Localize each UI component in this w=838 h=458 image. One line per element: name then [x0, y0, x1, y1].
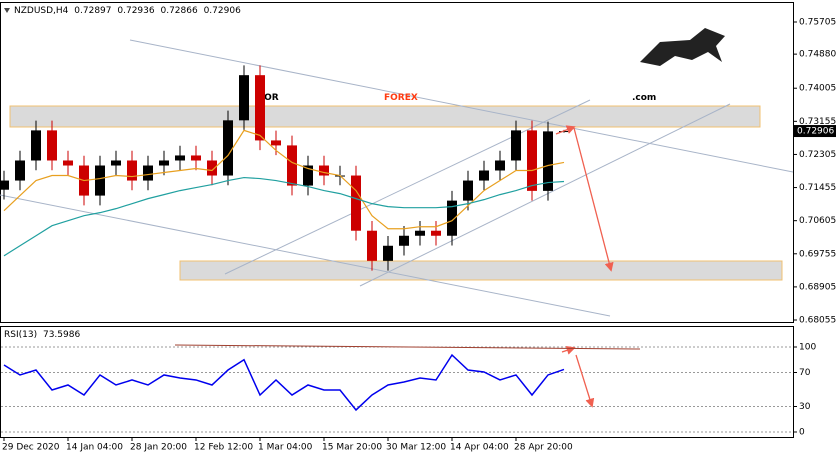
candle-body [63, 160, 73, 166]
y-tick-label: 0 [799, 427, 805, 437]
y-tick-label: 0.69755 [799, 249, 836, 259]
arrow [573, 127, 614, 272]
y-tick-label: 0.68905 [799, 282, 836, 292]
y-tick-label: 0.74880 [799, 50, 836, 60]
x-tick-label: 29 Dec 2020 [2, 443, 60, 453]
x-tick-label: 30 Mar 12:00 [386, 443, 446, 453]
candle-body [367, 230, 377, 261]
header-icon [4, 8, 10, 13]
candle-body [543, 131, 553, 191]
y-tick-label: 0.71455 [799, 183, 836, 193]
x-tick-label: 14 Jan 04:00 [66, 443, 123, 453]
candle-body [399, 235, 409, 246]
logo-com: .com [632, 93, 656, 103]
y-tick-label: 0.72305 [799, 150, 836, 160]
candle-body [415, 230, 425, 236]
support-zone [179, 260, 783, 281]
logo: TOR FOREX .com [258, 28, 725, 103]
x-tick-label: 28 Jan 20:00 [130, 443, 187, 453]
x-tick-label: 15 Mar 20:00 [322, 443, 382, 453]
y-tick-label: 100 [799, 342, 816, 352]
candle-body [447, 200, 457, 236]
candle-body [287, 145, 297, 186]
candle-body [271, 140, 281, 146]
candle-body [479, 170, 489, 181]
y-tick-label: 0.68055 [799, 316, 836, 326]
channel-line [359, 103, 731, 287]
candle-body [143, 165, 153, 181]
candle-body [223, 120, 233, 176]
candle-body [47, 130, 57, 161]
candle-body [527, 130, 537, 191]
current-price-box [794, 125, 836, 138]
moving-average [3, 176, 565, 257]
arrow [555, 125, 576, 135]
header-low: 0.72866 [160, 6, 197, 16]
current-price-label: 0.72906 [797, 127, 834, 137]
y-tick-label: 30 [799, 402, 811, 412]
x-tick-label: 12 Feb 12:00 [194, 443, 253, 453]
header-high: 0.72936 [117, 6, 154, 16]
rsi-line [3, 353, 565, 412]
y-tick-label: 0.73155 [799, 117, 836, 127]
candle-body [31, 130, 41, 161]
rsi-current: 73.5986 [43, 330, 80, 340]
header-close: 0.72906 [204, 6, 241, 16]
price-panel-frame [0, 2, 794, 323]
trend-line [129, 39, 794, 173]
rsi-panel-frame [0, 326, 794, 438]
candle-body [303, 165, 313, 186]
trend-line [0, 194, 611, 317]
logo-tor: TOR [258, 93, 279, 103]
y-tick-label: 0.70605 [799, 216, 836, 226]
candle-body [239, 75, 249, 121]
y-tick-label: 0.75705 [799, 17, 836, 27]
plot: 0.68055 0.68905 0.69755 0.70605 0.71455 0.723… [0, 17, 836, 453]
candle-body [15, 160, 25, 181]
candle-body [511, 130, 521, 161]
candle-body [463, 180, 473, 201]
y-tick-label: 0.74005 [799, 84, 836, 94]
x-tick-label: 14 Apr 04:00 [450, 443, 509, 453]
candle-body [207, 160, 217, 176]
logo-bull [640, 28, 725, 66]
price-header: NZDUSD,H4 0.72897 0.72936 0.72866 0.7290… [14, 6, 241, 16]
channel-line [224, 99, 591, 275]
candle-body [127, 160, 137, 181]
candle-body [255, 75, 265, 141]
candle-body [191, 155, 201, 161]
arrow [575, 354, 595, 408]
candle-body [111, 160, 121, 166]
candle-body [431, 230, 441, 236]
trend-lines [0, 39, 794, 317]
candle-body [351, 175, 361, 231]
candle-body [319, 165, 329, 176]
resistance-zone [9, 105, 761, 128]
candle-body [159, 160, 169, 166]
candle-body [383, 245, 393, 261]
rsi-header: RSI(13) 73.5986 [4, 330, 80, 340]
candle-body [95, 165, 105, 196]
y-tick-label: 70 [799, 368, 811, 378]
logo-forex: FOREX [384, 93, 418, 103]
candle-body [495, 160, 505, 171]
symbol: NZDUSD,H4 [14, 6, 69, 16]
candle-body [175, 155, 185, 161]
x-tick-label: 1 Mar 04:00 [258, 443, 313, 453]
candle-body [0, 180, 9, 190]
x-tick-label: 28 Apr 20:00 [514, 443, 573, 453]
rsi-resistance-line [174, 344, 641, 350]
rsi-label: RSI(13) [4, 330, 37, 340]
header-open: 0.72897 [74, 6, 111, 16]
